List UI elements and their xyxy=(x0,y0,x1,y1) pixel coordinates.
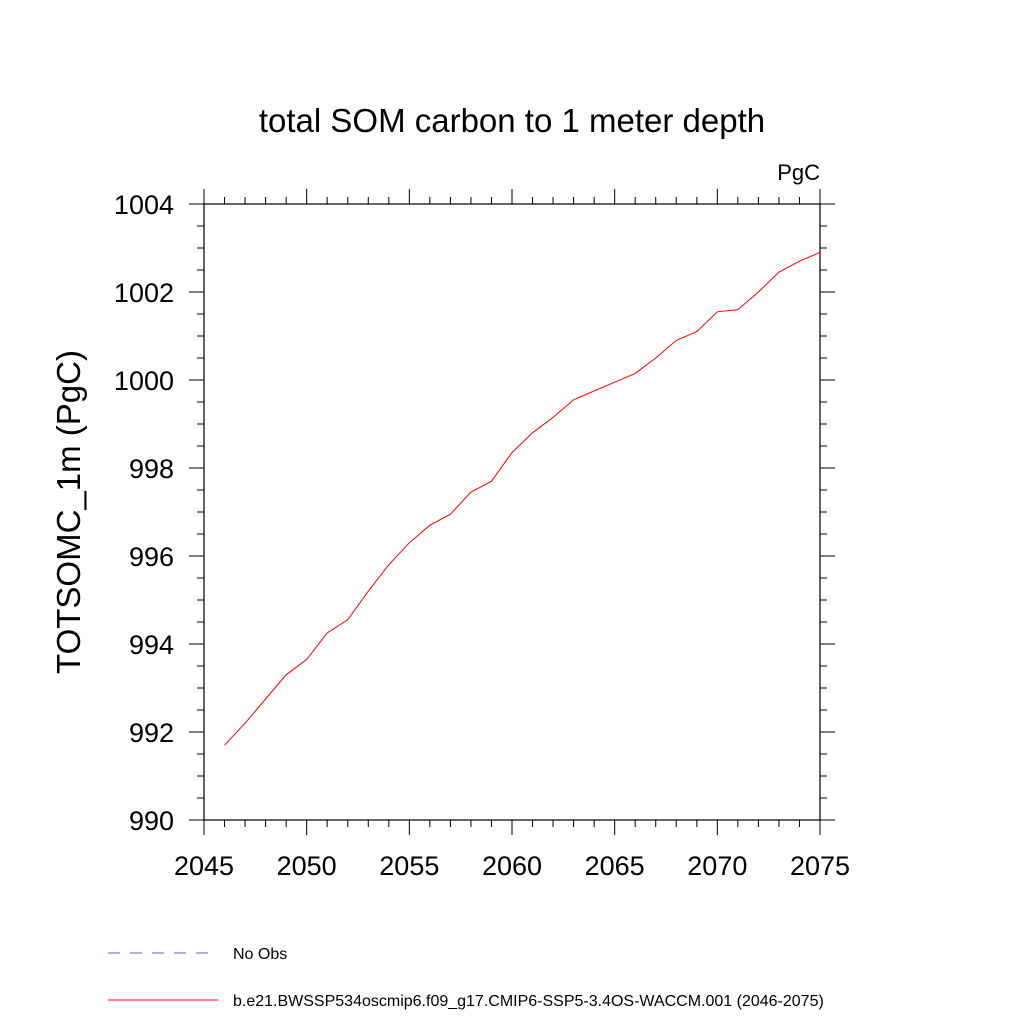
y-tick-label: 998 xyxy=(129,454,174,484)
y-tick-label: 994 xyxy=(129,630,174,660)
x-tick-label: 2045 xyxy=(174,851,234,881)
y-tick-label: 992 xyxy=(129,718,174,748)
axis-ticks: 2045 2050 2055 2060 2065 2070 2075 990 992 994 996… xyxy=(114,189,850,881)
units-label: PgC xyxy=(777,160,820,185)
x-tick-label: 2075 xyxy=(790,851,850,881)
x-tick-label: 2070 xyxy=(687,851,747,881)
y-tick-label: 1002 xyxy=(114,278,174,308)
series-line-0 xyxy=(224,251,821,746)
x-tick-label: 2060 xyxy=(482,851,542,881)
plot-border xyxy=(203,203,821,821)
chart-title: total SOM carbon to 1 meter depth xyxy=(259,102,765,139)
y-tick-label: 990 xyxy=(129,806,174,836)
legend: No Obs b.e21.BWSSP534oscmip6.f09_g17.CMIP… xyxy=(108,946,824,1010)
y-tick-label: 1000 xyxy=(114,366,174,396)
series-layer xyxy=(224,251,821,746)
legend-label: b.e21.BWSSP534oscmip6.f09_g17.CMIP6-SSP5… xyxy=(233,993,824,1010)
y-tick-label: 1004 xyxy=(114,190,174,220)
plot-area xyxy=(203,203,821,821)
y-tick-label: 996 xyxy=(129,542,174,572)
x-tick-label: 2050 xyxy=(277,851,337,881)
y-axis-label: TOTSOMC_1m (PgC) xyxy=(50,350,87,674)
x-tick-label: 2065 xyxy=(585,851,645,881)
legend-label: No Obs xyxy=(233,946,287,963)
x-tick-label: 2055 xyxy=(379,851,439,881)
